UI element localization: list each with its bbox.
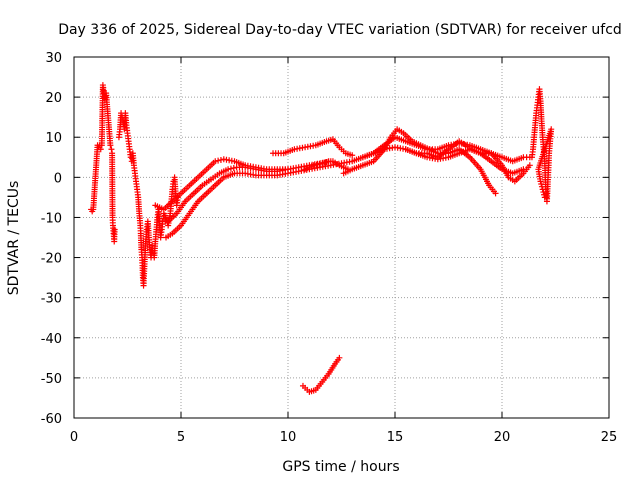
y-tick-label: -50 — [41, 372, 62, 387]
series-segment-9-13 — [270, 136, 356, 159]
data-point — [215, 157, 222, 164]
series-isolated-early — [88, 82, 118, 245]
series-segment-11-13 — [302, 158, 351, 173]
x-tick-label: 25 — [601, 430, 618, 445]
y-tick-label: -60 — [41, 412, 62, 427]
y-tick-label: -30 — [41, 292, 62, 307]
series-mid-arc-c — [402, 138, 533, 165]
data-point — [336, 354, 343, 361]
data-point — [310, 162, 317, 169]
data-point — [541, 194, 548, 201]
y-axis-title: SDTVAR / TECUs — [6, 181, 22, 296]
x-tick-label: 20 — [494, 430, 511, 445]
x-axis-title: GPS time / hours — [282, 459, 399, 475]
data-point — [492, 190, 499, 197]
data-point — [349, 152, 356, 159]
chart-title: Day 336 of 2025, Sidereal Day-to-day VTE… — [58, 22, 622, 38]
x-tick-labels: 0 5 10 15 20 25 — [70, 430, 617, 445]
data-point — [537, 178, 544, 185]
data-point — [227, 165, 234, 172]
data-point — [107, 142, 114, 149]
data-point — [541, 191, 548, 198]
axis-ticks — [73, 56, 610, 419]
data-point — [313, 161, 320, 168]
y-tick-label: 20 — [45, 91, 62, 106]
data-point — [217, 156, 224, 163]
series-dip-segment — [299, 354, 343, 395]
data-point — [526, 162, 533, 169]
y-tick-label: -20 — [41, 252, 62, 267]
data-point — [538, 183, 545, 190]
x-tick-label: 5 — [177, 430, 185, 445]
x-tick-label: 0 — [70, 430, 78, 445]
data-point — [225, 166, 232, 173]
data-points — [88, 82, 555, 395]
y-tick-label: -40 — [41, 332, 62, 347]
y-tick-label: 10 — [45, 131, 62, 146]
data-point — [97, 146, 104, 153]
data-point — [316, 160, 323, 167]
data-point — [539, 186, 546, 193]
y-tick-label: -10 — [41, 211, 62, 226]
data-point — [540, 189, 547, 196]
x-tick-label: 10 — [280, 430, 297, 445]
data-point — [111, 226, 118, 233]
data-point — [230, 164, 237, 171]
series-late-scatter — [528, 86, 555, 205]
data-point — [108, 146, 115, 153]
data-point — [538, 181, 545, 188]
y-tick-label: 30 — [45, 51, 62, 66]
grid-lines — [74, 57, 609, 418]
data-point — [212, 158, 219, 165]
plot-frame — [73, 56, 610, 419]
y-tick-label: 0 — [54, 171, 62, 186]
y-tick-labels: -60 -50 -40 -30 -20 -10 0 10 20 30 — [41, 51, 62, 427]
x-tick-label: 15 — [387, 430, 404, 445]
data-point — [163, 214, 170, 221]
